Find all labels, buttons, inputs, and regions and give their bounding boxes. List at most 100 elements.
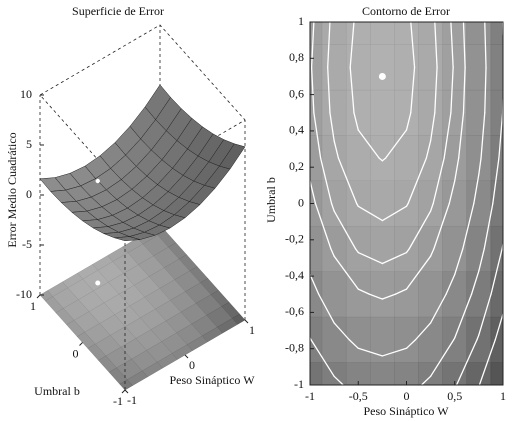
z-tick-label: -5 [22,237,32,251]
contour-line [357,347,384,357]
z-tick-label: 5 [26,137,32,151]
x-tick-label: 1 [249,323,255,337]
contour-cell [321,44,347,91]
contour-line [313,112,322,159]
contour-line [384,129,408,159]
contour-cell [418,89,443,136]
contour-line [429,338,455,377]
contour-line [357,288,371,295]
contour-cell [370,316,395,363]
contour-line [330,202,335,212]
contour-line [454,248,464,276]
contour-line [429,293,447,324]
y-tick-label: 0 [73,346,79,360]
contour-cell [466,21,492,45]
y-tick-label: 1 [298,14,304,28]
contour-line [458,112,465,159]
contour-line [498,112,504,159]
contour-line [484,66,487,114]
contour-line [492,157,500,205]
contour-line [483,202,494,250]
x-tick [244,319,249,324]
contour-line [478,157,482,175]
contour-line [410,21,416,69]
contour-cell [490,21,504,45]
contour-line [327,66,331,114]
contour-line [429,112,436,142]
y-tick [121,389,126,394]
contour-line [434,66,438,114]
contour-line [443,112,452,159]
floor-cell [119,379,133,391]
contour-line [319,157,333,205]
contour-cell [394,225,419,272]
contour-line [478,293,492,336]
y-axis-label: Umbral b [264,177,278,223]
contour-cell [442,180,468,227]
contour-line [357,251,384,265]
x-tick-label: -0,5 [349,389,368,403]
contour-cell [466,362,492,386]
contour-line [368,293,384,300]
contour-cell [321,180,347,227]
contour-line [478,248,485,272]
y-tick [79,342,83,346]
contour-cell [394,135,419,182]
contour-cell [321,316,347,363]
contour-line [349,21,355,69]
contour-line [381,251,408,265]
contour-cell [321,362,347,386]
y-tick-label: -1 [113,394,123,408]
contour-cell [345,316,371,363]
contour-cell [321,21,347,45]
contour-cell [370,225,395,272]
contour-line [473,173,480,205]
contour-line [484,21,487,69]
contour-cell [490,225,504,272]
contour-cell [418,362,443,386]
contour-cell [345,225,371,272]
contour-line [309,180,317,205]
contour-line [310,338,335,377]
contour-line [450,66,454,114]
x-tick-label: -1 [127,393,137,407]
contour-cell [370,135,395,182]
contour-title: Contorno de Error [362,4,450,18]
contour-line [425,140,432,159]
contour-line [354,248,359,254]
contour-line [462,202,475,250]
floor-min-marker [95,280,101,286]
contour-line [462,21,466,69]
contour-line [470,270,480,295]
y-tick-label: -0,6 [285,304,304,318]
contour-line [349,66,355,114]
contour-line [476,334,480,341]
contour-cell [466,44,492,91]
y-tick-label: -0,8 [285,340,304,354]
contour-line [314,202,332,250]
contour-cell [466,89,492,136]
z-tick-label: -10 [16,287,32,301]
contour-line [490,248,503,295]
contour-cell [442,44,468,91]
contour-line [462,66,466,114]
contour-line [330,248,335,257]
contour-line [310,21,315,69]
contour-line [378,157,384,162]
contour-cell [321,89,347,136]
surface-min-marker [95,178,100,184]
contour-line [381,157,387,162]
contour-line [434,21,438,69]
contour-line [405,255,432,290]
contour-cell [370,44,395,91]
contour-cell [345,21,371,45]
contour-cell [490,316,504,363]
contour-line [333,210,357,250]
contour-line [448,180,456,205]
contour-cell [345,135,371,182]
contour-line [357,129,380,159]
contour-line [318,293,335,324]
contour-cell [490,44,504,91]
contour-cell [418,271,443,318]
